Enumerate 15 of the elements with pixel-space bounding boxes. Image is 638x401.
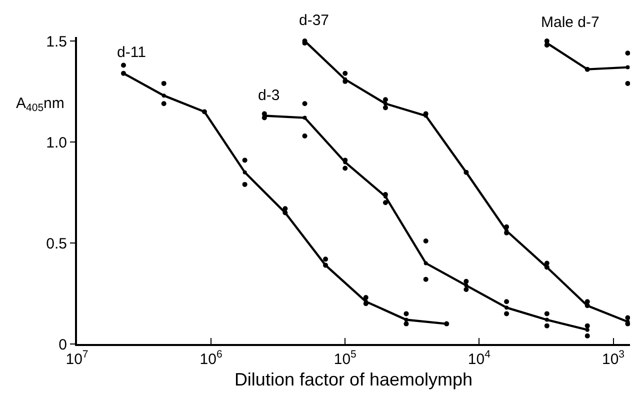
x-tick-label: 10$^{7}$ — [66, 348, 88, 368]
x-tick-label: 10$^{5}$ — [334, 348, 357, 368]
series-label: d-3 — [258, 87, 280, 104]
y-tick-label: 0.5 — [46, 235, 67, 252]
x-tick-label: 10$^{6}$ — [200, 348, 222, 368]
x-axis-title: Dilution factor of haemolymph — [234, 370, 473, 390]
y-tick-label: 1.5 — [46, 33, 67, 50]
series-label: d-37 — [299, 12, 330, 29]
y-tick-label: 1.0 — [46, 134, 67, 152]
series-label: d-11 — [117, 44, 146, 61]
series-label: Male d-7 — [541, 14, 600, 31]
y-tick-label: 0 — [58, 336, 67, 354]
x-tick-label: 10$^{3}$ — [602, 348, 625, 368]
x-tick-label: 10$^{4}$ — [468, 348, 491, 368]
y-axis-title: A$_{405}$nm — [16, 95, 64, 114]
